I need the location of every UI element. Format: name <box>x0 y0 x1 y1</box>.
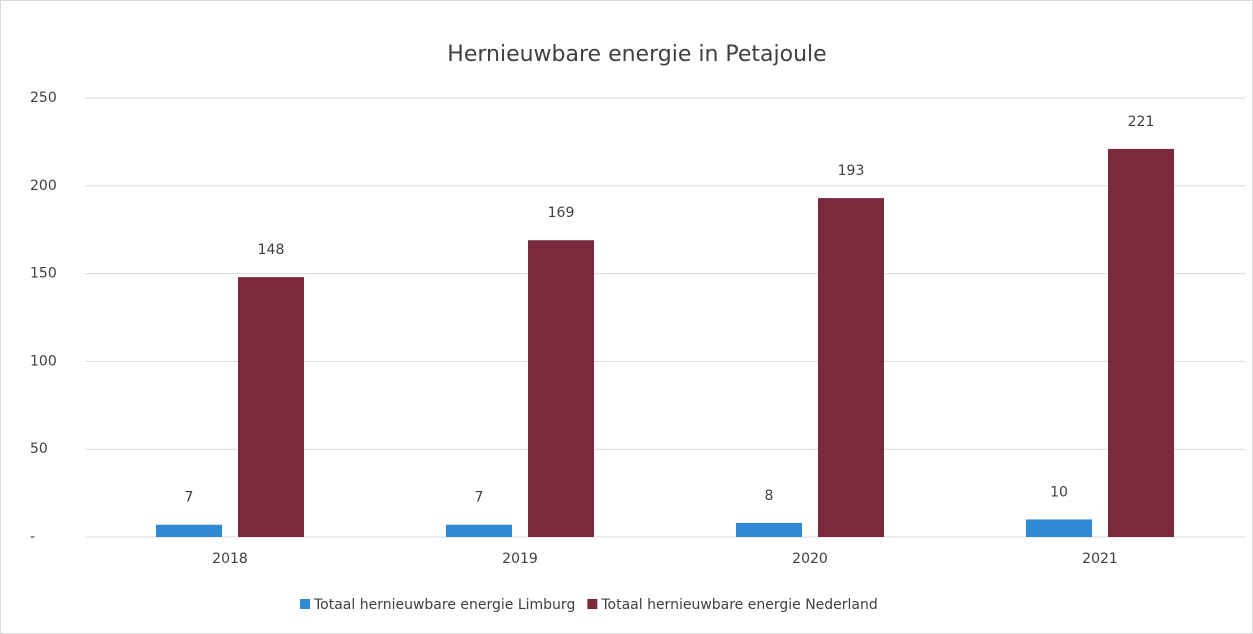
legend-label: Totaal hernieuwbare energie Nederland <box>600 597 877 613</box>
bar <box>238 277 304 537</box>
x-tick-label: 2019 <box>502 551 538 567</box>
bar <box>156 524 222 537</box>
bar <box>1026 519 1092 537</box>
data-label: 10 <box>1050 484 1068 500</box>
legend-label: Totaal hernieuwbare energie Limburg <box>313 597 575 613</box>
y-tick-label: 250 <box>30 90 57 106</box>
chart-title: Hernieuwbare energie in Petajoule <box>447 42 826 67</box>
legend-swatch <box>587 599 598 609</box>
data-label: 193 <box>838 163 865 179</box>
bar <box>1108 148 1174 537</box>
y-tick-label: 200 <box>30 178 57 194</box>
bar <box>446 524 512 537</box>
data-label: 169 <box>548 205 575 221</box>
data-label: 148 <box>258 242 285 258</box>
y-tick-label: 150 <box>30 266 57 282</box>
data-label: 7 <box>475 490 484 506</box>
bar <box>736 522 802 537</box>
y-tick-label: 50 <box>30 441 48 457</box>
y-tick-label: 100 <box>30 353 57 369</box>
bar <box>528 240 594 537</box>
bar <box>818 198 884 538</box>
legend-swatch <box>300 599 310 609</box>
x-tick-label: 2021 <box>1082 551 1118 567</box>
data-label: 7 <box>185 490 194 506</box>
y-tick-label: - <box>30 529 35 545</box>
data-label: 221 <box>1128 114 1155 130</box>
x-tick-label: 2018 <box>212 551 248 567</box>
data-label: 8 <box>765 488 774 504</box>
x-tick-label: 2020 <box>792 551 828 567</box>
